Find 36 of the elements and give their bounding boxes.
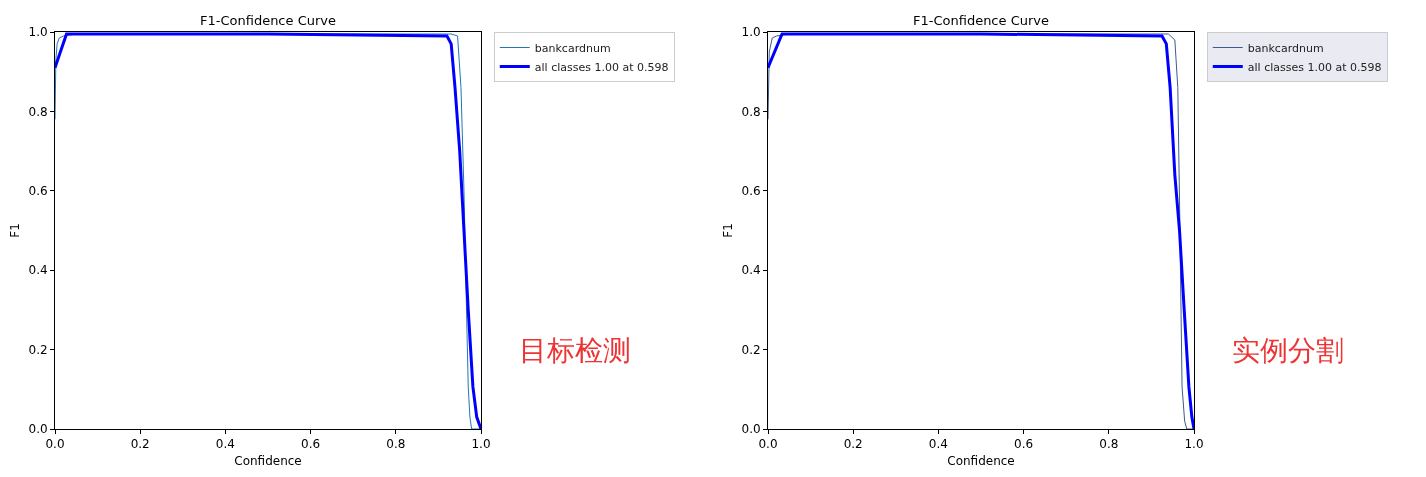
x-axis-title: Confidence [947, 454, 1015, 469]
y-tick-label: 0.8 [741, 104, 761, 119]
x-tick-label: 0.8 [386, 437, 406, 452]
chart-title: F1-Confidence Curve [199, 12, 337, 28]
y-tick-label: 0.4 [741, 263, 761, 278]
y-tick-label: 0.0 [28, 422, 48, 437]
y-tick-label: 0.0 [741, 422, 761, 437]
y-axis-title: F1 [720, 223, 735, 238]
legend-label: all classes 1.00 at 0.598 [534, 60, 669, 74]
x-tick-label: 0.8 [1099, 437, 1119, 452]
y-tick-label: 1.0 [28, 25, 48, 40]
y-tick-label: 0.2 [741, 342, 761, 357]
x-tick-label: 0.6 [1014, 437, 1034, 452]
legend-label: bankcardnum [534, 41, 611, 55]
x-tick-label: 0.0 [45, 437, 65, 452]
y-tick-label: 0.6 [741, 184, 761, 198]
y-tick-label: 0.4 [28, 263, 48, 278]
x-tick-label: 1.0 [471, 437, 491, 452]
chart-title: F1-Confidence Curve [912, 12, 1050, 28]
x-axis-title: Confidence [234, 454, 302, 469]
legend-label: all classes 1.00 at 0.598 [1247, 60, 1382, 74]
x-tick-label: 0.2 [130, 437, 150, 452]
x-tick-label: 0.6 [301, 437, 321, 452]
text: 实例分割 [1232, 334, 1344, 367]
y-tick-label: 1.0 [741, 25, 761, 40]
x-tick-label: 0.2 [843, 437, 863, 452]
y-axis-title: F1 [7, 223, 22, 238]
legend-label: bankcardnum [1247, 41, 1324, 55]
x-tick-label: 0.0 [758, 437, 778, 452]
y-tick-label: 0.2 [28, 342, 48, 357]
x-tick-label: 1.0 [1184, 437, 1204, 452]
y-tick-label: 0.8 [28, 104, 48, 119]
x-tick-label: 0.4 [215, 437, 235, 452]
y-tick-label: 0.6 [28, 184, 48, 198]
x-tick-label: 0.4 [928, 437, 948, 452]
text: 目标检测 [519, 334, 631, 367]
